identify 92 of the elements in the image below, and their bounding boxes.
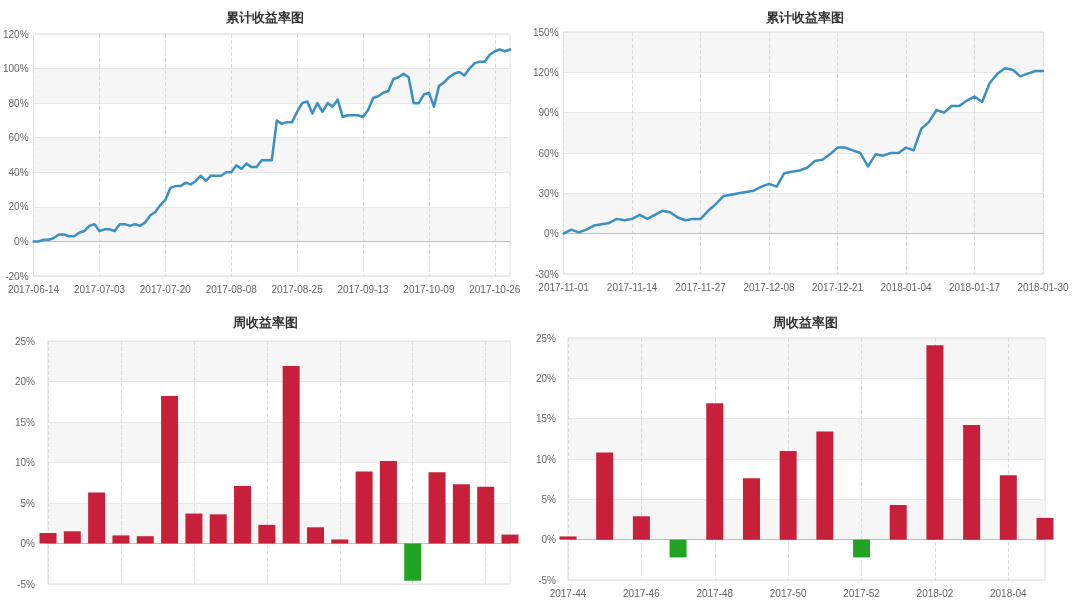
bar — [926, 345, 944, 540]
y-tick-label: 90% — [538, 107, 559, 119]
y-tick-label: 120% — [533, 66, 559, 78]
x-tick-label: 2017-06-14 — [8, 283, 60, 295]
x-tick-label: 2018-01-04 — [880, 281, 933, 293]
chart-title: 累计收益率图 — [225, 10, 304, 25]
x-tick-label: 2017-48 — [696, 587, 734, 599]
y-tick-label: 25% — [535, 332, 557, 344]
y-tick-label: 60% — [8, 132, 29, 144]
bar — [258, 524, 276, 544]
y-tick-label: -30% — [535, 268, 559, 280]
bar — [209, 514, 227, 544]
x-tick-label: 2017-11-01 — [538, 281, 590, 293]
x-tick-label: 2017-10-26 — [469, 283, 521, 295]
bar — [779, 450, 797, 540]
bar — [136, 536, 154, 544]
y-tick-label: 0% — [541, 534, 557, 546]
line-series — [32, 48, 512, 243]
y-tick-label: 5% — [20, 497, 36, 509]
y-tick-label: 25% — [14, 335, 36, 347]
y-tick-label: 30% — [538, 187, 559, 199]
bar — [331, 539, 349, 544]
bar — [816, 431, 834, 540]
x-tick-label: 2017-50 — [769, 587, 807, 599]
x-tick-label: 2017-11-14 — [606, 281, 658, 293]
x-tick-label: 2017-46 — [623, 587, 661, 599]
x-tick-label: 2018-04 — [989, 587, 1028, 599]
bar — [559, 536, 577, 540]
bar — [185, 513, 203, 544]
y-tick-label: 100% — [3, 63, 29, 75]
bar — [282, 366, 300, 544]
bar — [63, 531, 81, 544]
bar — [853, 539, 871, 558]
bar — [161, 396, 179, 544]
x-tick-label: 2018-01-30 — [1017, 281, 1070, 293]
x-tick-label: 2018-01-17 — [948, 281, 1001, 293]
y-tick-label: 120% — [3, 28, 29, 40]
y-tick-label: 10% — [535, 453, 557, 465]
y-tick-label: 0% — [544, 228, 559, 240]
y-tick-label: -5% — [17, 578, 36, 590]
x-tick-label: 2017-10-09 — [403, 283, 455, 295]
bar — [889, 504, 907, 540]
bar — [452, 484, 470, 544]
bar — [632, 516, 650, 540]
x-tick-label: 2017-07-03 — [73, 283, 126, 295]
bar — [234, 485, 252, 544]
bar — [596, 452, 614, 540]
x-tick-label: 2017-44 — [549, 587, 587, 599]
bar — [404, 543, 422, 581]
bar — [39, 532, 57, 544]
y-tick-label: 60% — [538, 147, 559, 159]
bar — [428, 472, 446, 544]
y-tick-label: 20% — [535, 372, 557, 384]
y-tick-label: 0% — [20, 538, 36, 549]
y-tick-label: 10% — [14, 457, 36, 468]
y-tick-label: 20% — [14, 376, 36, 387]
y-tick-label: 0% — [14, 235, 29, 247]
bar — [706, 403, 724, 540]
x-tick-label: 2017-12-21 — [811, 281, 864, 293]
chart-title: 周收益率图 — [771, 315, 838, 330]
y-tick-label: 5% — [541, 493, 557, 505]
y-tick-label: -5% — [538, 574, 557, 586]
y-tick-label: 15% — [14, 416, 36, 428]
bar — [669, 539, 687, 558]
y-tick-label: 40% — [8, 166, 29, 178]
bar — [501, 534, 519, 544]
x-tick-label: 2017-11-27 — [675, 281, 727, 293]
x-tick-label: 2017-52 — [843, 587, 881, 599]
x-tick-label: 2017-07-20 — [139, 283, 192, 295]
bar — [306, 527, 324, 544]
chart-title: 周收益率图 — [231, 315, 298, 330]
bar — [112, 535, 130, 544]
x-tick-label: 2017-09-13 — [337, 283, 390, 295]
bar — [1036, 517, 1054, 540]
y-tick-label: 150% — [533, 26, 559, 38]
y-tick-label: 15% — [535, 413, 557, 425]
x-tick-label: 2017-08-25 — [271, 283, 324, 295]
bar — [999, 475, 1017, 540]
bar — [477, 486, 495, 544]
line-series — [562, 67, 1045, 235]
bar — [379, 460, 397, 544]
y-tick-label: 80% — [8, 97, 29, 109]
y-tick-label: -20% — [5, 270, 29, 282]
bar — [355, 471, 373, 544]
chart-title: 累计收益率图 — [765, 10, 844, 25]
bar — [742, 478, 760, 540]
x-tick-label: 2017-08-08 — [205, 283, 258, 295]
bar — [88, 492, 106, 544]
bar — [963, 425, 981, 540]
x-tick-label: 2018-02 — [916, 587, 954, 599]
x-tick-label: 2017-12-08 — [743, 281, 796, 293]
y-tick-label: 20% — [8, 201, 29, 213]
